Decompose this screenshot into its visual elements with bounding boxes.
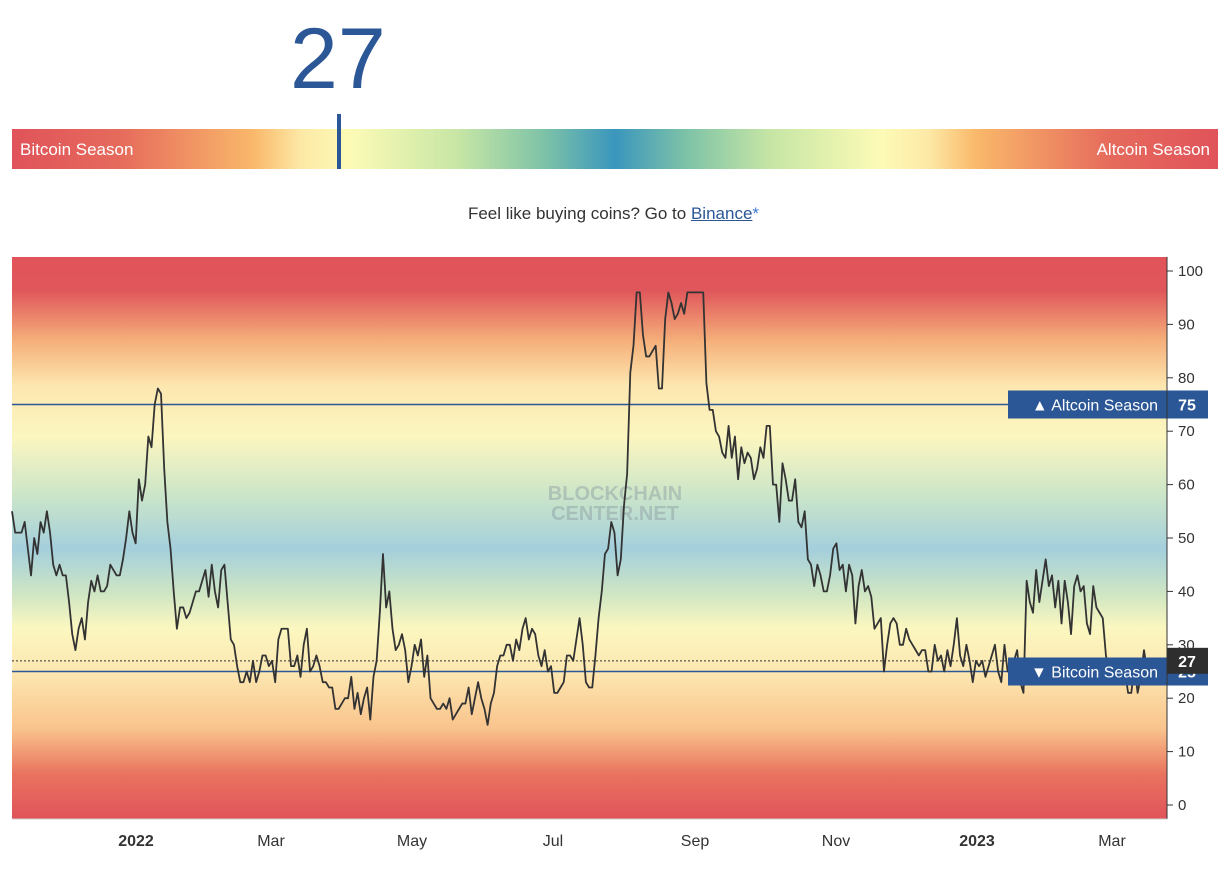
y-tick-label: 60: [1178, 477, 1195, 494]
x-tick-label: May: [397, 833, 427, 850]
y-tick-label: 30: [1178, 637, 1195, 654]
scale-indicator-marker: [337, 114, 341, 169]
threshold-label-box-75: [1008, 390, 1208, 419]
y-tick-label: 50: [1178, 530, 1195, 547]
altcoin-season-label: Altcoin Season: [1096, 140, 1210, 159]
y-tick-label: 0: [1178, 797, 1186, 814]
y-tick-label: 100: [1178, 263, 1203, 280]
altcoin-index-value: 27: [290, 11, 386, 107]
y-tick-label: 90: [1178, 316, 1195, 333]
promo-message: Feel like buying coins? Go to: [467, 204, 691, 223]
x-tick-label: Mar: [1098, 833, 1126, 850]
current-value-badge: [1167, 647, 1208, 674]
index-series-line: [11, 291, 1163, 726]
current-value-label: 27: [1178, 654, 1196, 671]
y-tick-label: 80: [1178, 370, 1195, 387]
x-tick-label: Mar: [257, 833, 285, 850]
watermark-text: CENTER.NET: [551, 503, 679, 525]
x-tick-label: Sep: [681, 833, 710, 850]
x-tick-label: Nov: [822, 833, 850, 850]
promo-text: Feel like buying coins? Go to Binance*: [0, 204, 1227, 224]
y-tick-label: 20: [1178, 690, 1195, 707]
y-tick-label: 40: [1178, 583, 1195, 600]
threshold-label-text: ▲ Altcoin Season: [1032, 398, 1158, 415]
x-tick-label: Jul: [543, 833, 563, 850]
threshold-label-value: 75: [1178, 398, 1196, 415]
y-tick-label: 10: [1178, 744, 1195, 761]
x-tick-label: 2023: [959, 833, 995, 850]
chart-background: [12, 257, 1167, 819]
season-scale-bar: Bitcoin Season Altcoin Season: [12, 129, 1218, 169]
promo-asterisk: *: [752, 204, 760, 223]
y-tick-label: 70: [1178, 423, 1195, 440]
threshold-label-text: ▼ Bitcoin Season: [1031, 665, 1158, 682]
x-tick-label: 2022: [118, 833, 154, 850]
binance-link[interactable]: Binance: [690, 204, 753, 223]
bitcoin-season-label: Bitcoin Season: [20, 140, 134, 159]
watermark-text: BLOCKCHAIN: [548, 483, 682, 505]
